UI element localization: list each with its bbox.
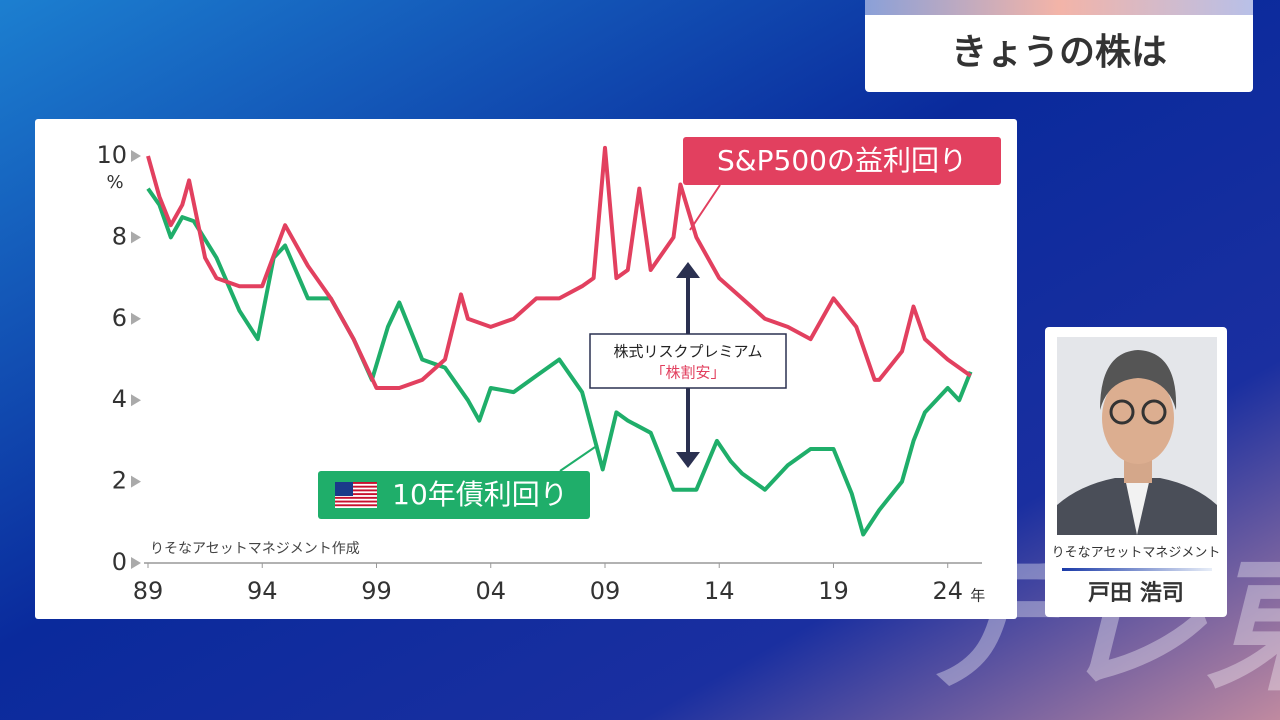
- x-tick-label: 14: [704, 577, 735, 605]
- guest-name: 戸田 浩司: [1088, 581, 1184, 606]
- x-tick-label: 99: [361, 577, 392, 605]
- x-tick-label: 24: [932, 577, 963, 605]
- photo-glasses: [1109, 399, 1135, 425]
- y-tick-mark: [131, 394, 141, 407]
- annotation: 株式リスクプレミアム: [614, 343, 763, 361]
- y-tick-mark: [131, 312, 141, 325]
- flag-stripe: [335, 485, 377, 488]
- flag-canton: [335, 482, 353, 496]
- y-tick-mark: [131, 231, 141, 244]
- legend-pointer: [559, 444, 599, 472]
- y-tick-mark: [131, 475, 141, 488]
- flag-stripe: [335, 489, 377, 492]
- flag-stripe: [335, 504, 377, 507]
- y-tick-mark: [131, 557, 141, 569]
- series-line: [146, 187, 973, 537]
- flag-stripe: [335, 496, 377, 499]
- flag-stripe: [335, 482, 377, 484]
- x-tick-label: 19: [818, 577, 849, 605]
- header-strip: [865, 0, 1253, 15]
- y-tick-label: 0: [112, 548, 127, 576]
- guest-underline: [1062, 568, 1212, 571]
- y-unit: %: [106, 172, 123, 193]
- photo-hair: [1100, 350, 1177, 410]
- arrow-head: [676, 452, 700, 468]
- annotation: 「株割安」: [650, 364, 725, 382]
- arrow-head: [676, 262, 700, 278]
- flag-stripe: [335, 500, 377, 503]
- photo-glasses: [1141, 399, 1167, 425]
- x-tick-label: 09: [590, 577, 621, 605]
- source: りそなアセットマネジメント作成: [150, 541, 360, 557]
- annotation-box: [589, 333, 787, 389]
- legend-box: [683, 137, 1001, 185]
- y-tick-mark: [131, 150, 141, 162]
- guest-company: りそなアセットマネジメント: [1052, 546, 1221, 561]
- y-tick-label: 6: [112, 304, 127, 332]
- photo-face: [1102, 372, 1174, 464]
- x-tick-label: 94: [247, 577, 278, 605]
- y-tick-label: 8: [112, 222, 127, 250]
- flag-stripe: [335, 493, 377, 496]
- header-title: きょうの株は: [951, 32, 1167, 73]
- y-tick-label: 2: [112, 467, 127, 495]
- legend-box: [318, 471, 590, 519]
- x-unit: 年: [970, 587, 985, 605]
- y-tick-label: 10: [96, 141, 127, 169]
- header-box: [865, 0, 1253, 92]
- legend-pointer: [689, 184, 721, 231]
- x-tick-label: 89: [133, 577, 164, 605]
- y-tick-label: 4: [112, 385, 127, 413]
- chart-panel: [35, 119, 1017, 619]
- x-tick-label: 04: [475, 577, 506, 605]
- legend-label: 10年債利回り: [392, 478, 568, 511]
- series-line: [146, 145, 972, 390]
- legend-label: S&P500の益利回り: [717, 144, 967, 177]
- photo-shirt: [1125, 478, 1150, 535]
